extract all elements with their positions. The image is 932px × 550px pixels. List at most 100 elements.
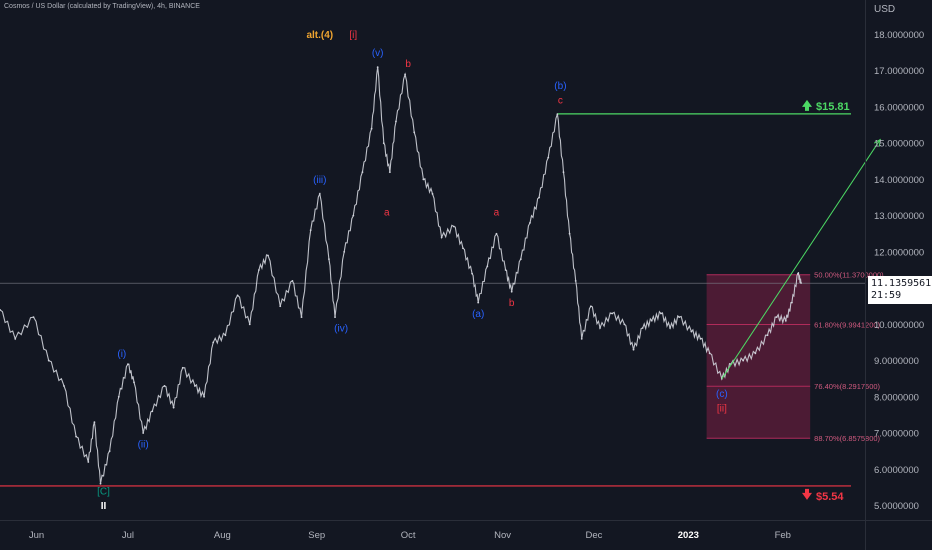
price-point: [47, 359, 50, 362]
price-point: [224, 334, 227, 337]
projection-arrow-icon: [873, 138, 881, 147]
price-point: [352, 214, 355, 217]
wave-label: (v): [372, 48, 384, 59]
price-point: [462, 247, 464, 250]
price-point: [641, 327, 644, 329]
price-point: [699, 337, 702, 340]
price-point: [133, 381, 135, 384]
y-tick-label: 8.0000000: [874, 392, 919, 403]
wave-label: II: [101, 501, 107, 512]
price-point: [32, 316, 35, 318]
price-point: [562, 171, 565, 174]
price-point: [471, 272, 473, 275]
x-tick-label: Jul: [122, 530, 134, 541]
price-point: [376, 66, 379, 69]
fib-level-label: 61.80%(9.9941200): [814, 321, 880, 330]
y-tick-label: 16.0000000: [874, 102, 924, 113]
price-point: [708, 352, 711, 355]
fib-level-label: 88.70%(6.8575800): [814, 434, 880, 443]
price-point: [650, 319, 653, 322]
wave-label: (iv): [334, 324, 348, 335]
y-tick-label: 7.0000000: [874, 429, 919, 440]
price-point: [0, 308, 1, 311]
price-point: [574, 279, 577, 282]
price-point: [257, 269, 260, 271]
x-tick-label: 2023: [678, 530, 699, 541]
price-point: [127, 363, 129, 366]
wave-label: (ii): [138, 440, 149, 451]
wave-label: b: [405, 59, 411, 70]
price-point: [248, 323, 251, 326]
price-point: [568, 232, 571, 235]
x-tick-label: Nov: [494, 530, 511, 541]
price-point: [599, 327, 601, 329]
price-point: [754, 352, 757, 355]
price-point: [236, 294, 239, 297]
price-point: [404, 73, 406, 76]
price-point: [422, 178, 425, 181]
projection-line: [721, 139, 881, 379]
price-point: [361, 171, 364, 174]
wave-label: (a): [472, 309, 484, 320]
fib-retracement-zone: [706, 274, 811, 439]
wave-label: [C]: [97, 487, 110, 498]
price-point: [486, 265, 489, 268]
y-tick-label: 9.0000000: [874, 356, 919, 367]
price-point: [611, 312, 614, 315]
y-tick-label: 12.0000000: [874, 247, 924, 258]
target-up-arrow-icon: [802, 99, 812, 111]
fib-level-label: 76.40%(8.2917600): [814, 382, 880, 391]
price-point: [203, 395, 205, 398]
price-point: [14, 337, 17, 340]
bar-countdown: 21:59: [871, 290, 902, 301]
wave-label: alt.(4): [306, 30, 333, 41]
currency-label: USD: [874, 4, 896, 15]
price-series-line: [0, 67, 802, 484]
price-point: [580, 337, 583, 340]
price-point: [495, 232, 498, 235]
price-point: [632, 348, 635, 351]
price-point: [678, 316, 681, 318]
wave-label: [ii]: [717, 403, 727, 414]
x-tick-label: Sep: [308, 530, 325, 541]
price-point: [440, 236, 443, 239]
price-point: [142, 432, 145, 434]
target-label: $5.54: [816, 491, 844, 503]
y-tick-label: 15.0000000: [874, 139, 924, 150]
price-point: [413, 131, 416, 134]
wave-label: a: [494, 208, 500, 219]
current-price-tag: 11.1359561 21:59: [868, 276, 932, 304]
x-tick-label: Dec: [585, 530, 602, 541]
price-point: [87, 461, 90, 463]
price-point: [797, 272, 799, 275]
price-point: [172, 406, 175, 409]
price-point: [117, 395, 120, 398]
price-point: [395, 120, 397, 123]
price-point: [589, 305, 592, 308]
price-point: [212, 341, 215, 344]
price-point: [279, 305, 282, 308]
wave-label: (c): [716, 389, 728, 400]
wave-label: b: [509, 298, 515, 309]
price-point: [510, 290, 513, 293]
x-tick-label: Aug: [214, 530, 231, 541]
price-point: [660, 312, 662, 315]
price-point: [309, 229, 312, 232]
y-tick-label: 17.0000000: [874, 66, 924, 77]
price-point: [75, 435, 78, 438]
price-point: [538, 196, 541, 199]
price-point: [775, 316, 778, 318]
target-down-arrow-icon: [802, 488, 812, 500]
y-tick-label: 5.0000000: [874, 501, 919, 512]
y-tick-label: 6.0000000: [874, 465, 919, 476]
price-point: [63, 385, 65, 387]
price-point: [519, 258, 522, 261]
price-point: [431, 193, 434, 195]
price-point: [690, 330, 693, 333]
symbol-header: Cosmos / US Dollar (calculated by Tradin…: [4, 3, 200, 10]
price-point: [784, 319, 787, 322]
price-point: [623, 323, 626, 326]
price-point: [343, 250, 346, 253]
